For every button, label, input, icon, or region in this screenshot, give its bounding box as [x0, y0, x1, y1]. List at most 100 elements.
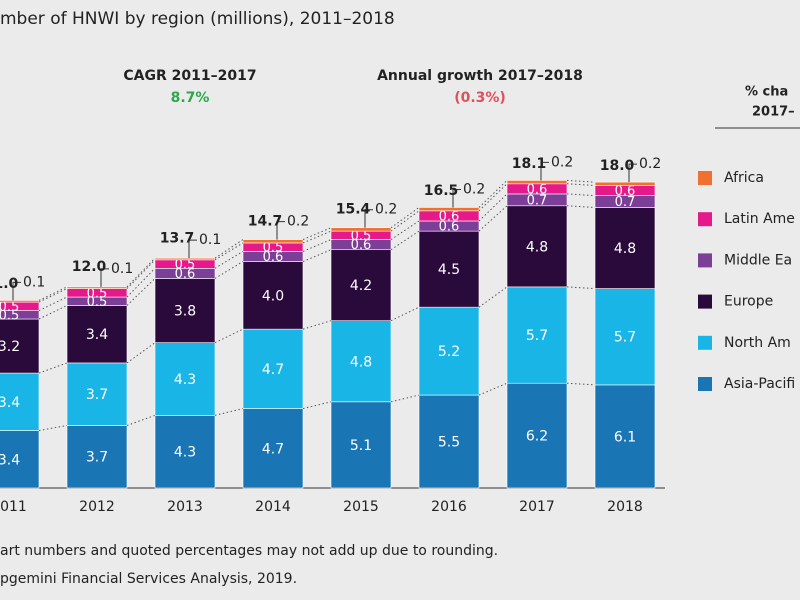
bar-segment — [506, 286, 568, 384]
data-label: 4.0 — [262, 288, 284, 304]
connector — [38, 362, 68, 374]
data-label: 0.6 — [527, 182, 548, 197]
data-label: 6.1 — [614, 429, 636, 445]
connector — [302, 227, 332, 241]
bar-segment — [66, 286, 128, 289]
connector — [214, 408, 244, 416]
data-label: 3.8 — [174, 304, 196, 320]
bar-segment — [330, 320, 392, 403]
total-label: 12.0 — [72, 259, 107, 275]
connector — [390, 210, 420, 232]
bar-segment — [154, 278, 216, 343]
total-label: 18.0 — [600, 158, 635, 174]
connector — [38, 424, 68, 432]
legend-label: Africa — [724, 170, 764, 186]
data-label: 3.4 — [0, 452, 20, 468]
data-label: 0.7 — [527, 193, 548, 208]
data-label: 4.7 — [262, 362, 284, 378]
data-label: 0.6 — [615, 184, 636, 199]
connector — [214, 328, 244, 344]
legend-swatch — [698, 253, 712, 268]
total-label: 18.1 — [512, 156, 547, 172]
connector — [390, 220, 420, 240]
callout — [100, 268, 109, 287]
legend-label: Latin Ame — [724, 211, 795, 227]
connector — [214, 250, 244, 269]
callout — [540, 161, 549, 181]
connector — [478, 382, 508, 396]
connector — [390, 230, 420, 251]
data-label: 4.3 — [174, 372, 196, 388]
bar-segment — [418, 207, 480, 212]
connector — [478, 180, 508, 208]
data-label: 4.8 — [614, 241, 636, 257]
data-label: 5.1 — [350, 438, 372, 454]
data-label: 3.4 — [86, 327, 108, 343]
legend-swatch — [698, 212, 712, 227]
annotation-title: Annual growth 2017–2018 — [377, 68, 583, 84]
data-label: 3.4 — [0, 395, 20, 411]
connector — [566, 183, 596, 186]
data-label: 5.7 — [614, 330, 636, 346]
callout — [276, 221, 285, 240]
annotation-value: 8.7% — [171, 90, 210, 106]
chart-title: mber of HNWI by region (millions), 2011–… — [0, 9, 395, 29]
connector — [302, 239, 332, 252]
connector — [302, 249, 332, 263]
connector — [126, 278, 156, 306]
total-label: 14.7 — [248, 214, 283, 230]
data-label: 0.2 — [287, 214, 309, 230]
connector — [566, 193, 596, 197]
bar-segment — [154, 257, 216, 261]
bar-segment — [506, 382, 568, 489]
bar-segment — [66, 425, 128, 489]
connector — [478, 193, 508, 222]
connector — [566, 382, 596, 386]
bar-segment — [506, 180, 568, 185]
data-label: 4.7 — [262, 441, 284, 457]
connector — [302, 320, 332, 330]
callout — [628, 163, 637, 183]
data-label: 0.5 — [0, 308, 19, 323]
data-label: 0.6 — [263, 250, 284, 265]
data-label: 5.5 — [438, 435, 460, 451]
bar-segment — [242, 328, 304, 409]
legend-label: Asia-Pacifi — [724, 376, 795, 392]
bar-segment — [0, 372, 40, 431]
data-label: 4.2 — [350, 278, 372, 294]
callout — [452, 188, 461, 208]
data-label: 0.1 — [199, 232, 221, 248]
annotation-value: (0.3%) — [454, 90, 506, 106]
connector — [478, 205, 508, 232]
legend-swatch — [698, 335, 712, 350]
legend-swatch — [698, 171, 712, 185]
data-label: 0.2 — [463, 181, 485, 197]
data-label: 5.7 — [526, 328, 548, 344]
bar-segment — [594, 288, 656, 386]
bar-segment — [418, 230, 480, 308]
connector — [302, 230, 332, 244]
bar-segment — [154, 415, 216, 489]
bar-segment — [418, 394, 480, 489]
data-label: 4.8 — [526, 239, 548, 255]
connector — [566, 179, 596, 183]
data-label: 4.8 — [350, 354, 372, 370]
bar-segment — [330, 249, 392, 321]
x-tick-label: 2012 — [79, 499, 115, 515]
total-label: 15.4 — [336, 202, 371, 218]
connector — [214, 261, 244, 279]
bar-segment — [0, 300, 40, 303]
data-label: 5.2 — [438, 344, 460, 360]
data-label: 4.3 — [174, 445, 196, 461]
bar-segment — [242, 239, 304, 244]
connector — [38, 296, 68, 312]
total-label: 11.0 — [0, 276, 19, 292]
connector — [126, 267, 156, 298]
callout — [188, 239, 197, 259]
callout — [364, 209, 373, 228]
connector — [566, 286, 596, 290]
connector — [126, 259, 156, 289]
connector — [302, 401, 332, 410]
data-label: 0.2 — [375, 202, 397, 218]
legend-title: % cha — [745, 85, 788, 100]
